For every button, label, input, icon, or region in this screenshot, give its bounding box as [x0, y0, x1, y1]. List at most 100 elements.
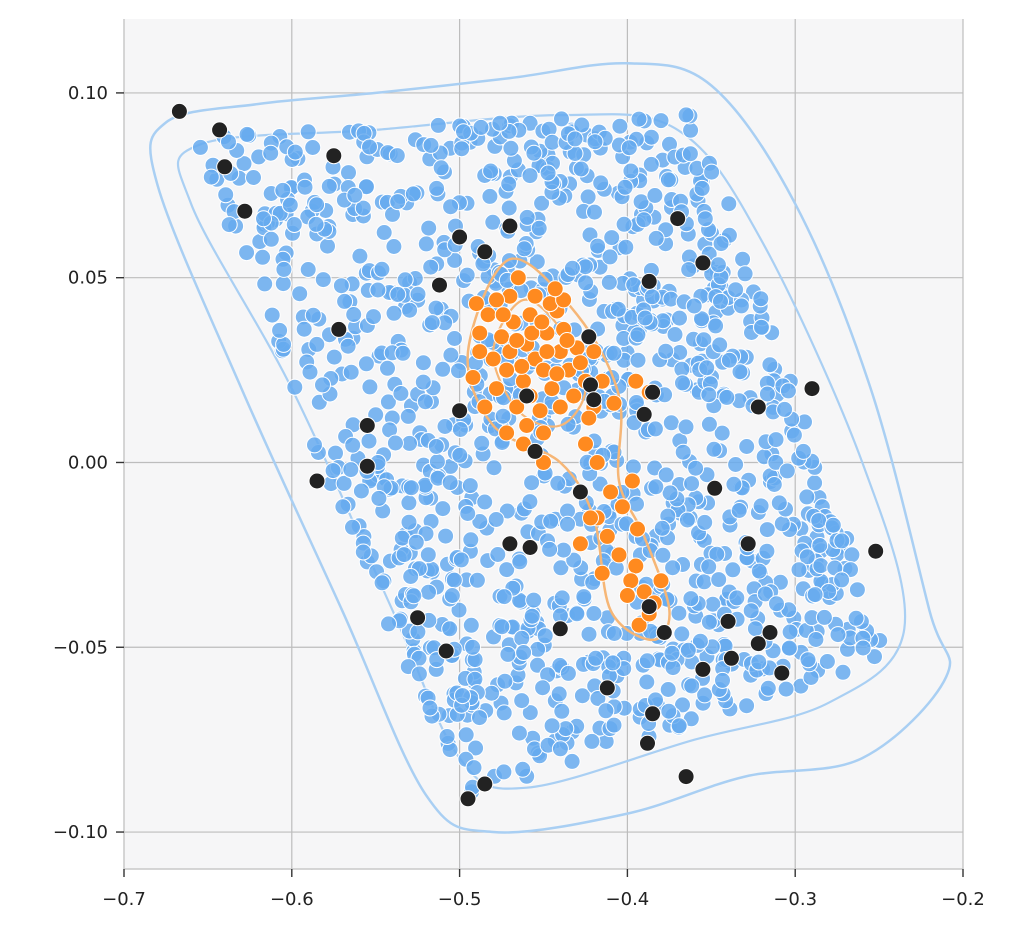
blue-point	[385, 238, 403, 255]
blue-point	[573, 116, 591, 134]
blue-point	[483, 684, 501, 702]
blue-point	[629, 351, 647, 369]
blue-point	[575, 588, 593, 606]
blue-point	[285, 216, 303, 233]
dark-point	[431, 276, 448, 294]
blue-point	[299, 261, 317, 278]
blue-point	[467, 739, 485, 757]
blue-point	[563, 752, 581, 770]
blue-point	[700, 415, 718, 433]
blue-point	[609, 300, 627, 318]
blue-point	[375, 224, 393, 241]
blue-point	[566, 130, 584, 148]
dark-point	[585, 391, 603, 409]
blue-point	[553, 110, 570, 128]
blue-point	[291, 285, 309, 303]
blue-point	[691, 632, 709, 650]
blue-point	[427, 299, 445, 317]
blue-point	[705, 440, 723, 458]
blue-point	[767, 453, 785, 471]
dark-point	[308, 472, 326, 490]
blue-point	[400, 513, 418, 531]
blue-point	[345, 306, 363, 323]
blue-point	[553, 589, 571, 607]
blue-point	[511, 553, 529, 571]
orange-point	[498, 424, 516, 442]
blue-point	[642, 155, 660, 173]
dark-point	[739, 535, 757, 553]
blue-point	[629, 326, 647, 344]
blue-point	[286, 143, 304, 161]
blue-point	[638, 673, 656, 691]
blue-point	[734, 250, 752, 268]
dark-point	[518, 387, 536, 405]
blue-point	[342, 461, 360, 479]
blue-point	[799, 651, 817, 669]
blue-point	[344, 518, 361, 536]
orange-point	[577, 435, 594, 453]
dark-point	[409, 609, 427, 627]
blue-point	[572, 160, 590, 178]
orange-point	[514, 372, 532, 390]
blue-point	[487, 511, 505, 528]
blue-point	[646, 187, 664, 204]
blue-point	[663, 644, 681, 662]
blue-point	[660, 702, 678, 720]
blue-point	[513, 692, 531, 710]
orange-point	[627, 557, 645, 575]
blue-point	[638, 652, 656, 670]
blue-point	[342, 363, 360, 381]
blue-point	[653, 519, 671, 537]
dark-point	[521, 539, 539, 556]
orange-point	[623, 472, 641, 490]
blue-point	[732, 297, 750, 315]
blue-point	[495, 588, 513, 606]
dark-point	[867, 542, 885, 560]
blue-point	[698, 359, 716, 377]
blue-point	[615, 215, 633, 233]
blue-point	[458, 266, 476, 284]
orange-point	[493, 328, 511, 346]
blue-point	[365, 308, 382, 326]
orange-point	[582, 509, 599, 527]
blue-point	[806, 586, 824, 604]
dark-point	[451, 228, 469, 246]
orange-point	[652, 572, 670, 590]
blue-point	[720, 351, 738, 369]
blue-point	[761, 356, 779, 374]
blue-point	[510, 724, 528, 742]
blue-point	[673, 625, 691, 643]
blue-point	[493, 618, 511, 636]
blue-point	[281, 196, 299, 214]
blue-point	[670, 717, 688, 735]
blue-point	[592, 174, 610, 192]
dark-point	[719, 612, 737, 630]
blue-point	[776, 400, 794, 418]
blue-point	[409, 285, 427, 303]
blue-point	[654, 546, 672, 564]
dark-point	[501, 217, 519, 235]
blue-point	[586, 203, 603, 221]
blue-point	[536, 627, 554, 645]
blue-point	[664, 559, 682, 577]
blue-point	[457, 726, 475, 744]
blue-point	[727, 456, 745, 473]
blue-point	[340, 164, 357, 182]
blue-point	[718, 388, 736, 406]
blue-point	[707, 317, 725, 335]
blue-point	[308, 196, 326, 214]
blue-point	[462, 531, 480, 549]
blue-point	[750, 653, 768, 671]
blue-point	[434, 500, 452, 518]
blue-point	[810, 512, 828, 530]
blue-point	[671, 344, 689, 361]
blue-point	[834, 663, 852, 681]
blue-point	[389, 193, 407, 211]
blue-point	[354, 199, 372, 217]
blue-point	[468, 571, 486, 589]
blue-point	[693, 310, 710, 328]
dark-point	[761, 624, 779, 641]
orange-contour	[466, 257, 671, 642]
blue-point	[379, 359, 396, 377]
blue-point	[308, 335, 326, 353]
